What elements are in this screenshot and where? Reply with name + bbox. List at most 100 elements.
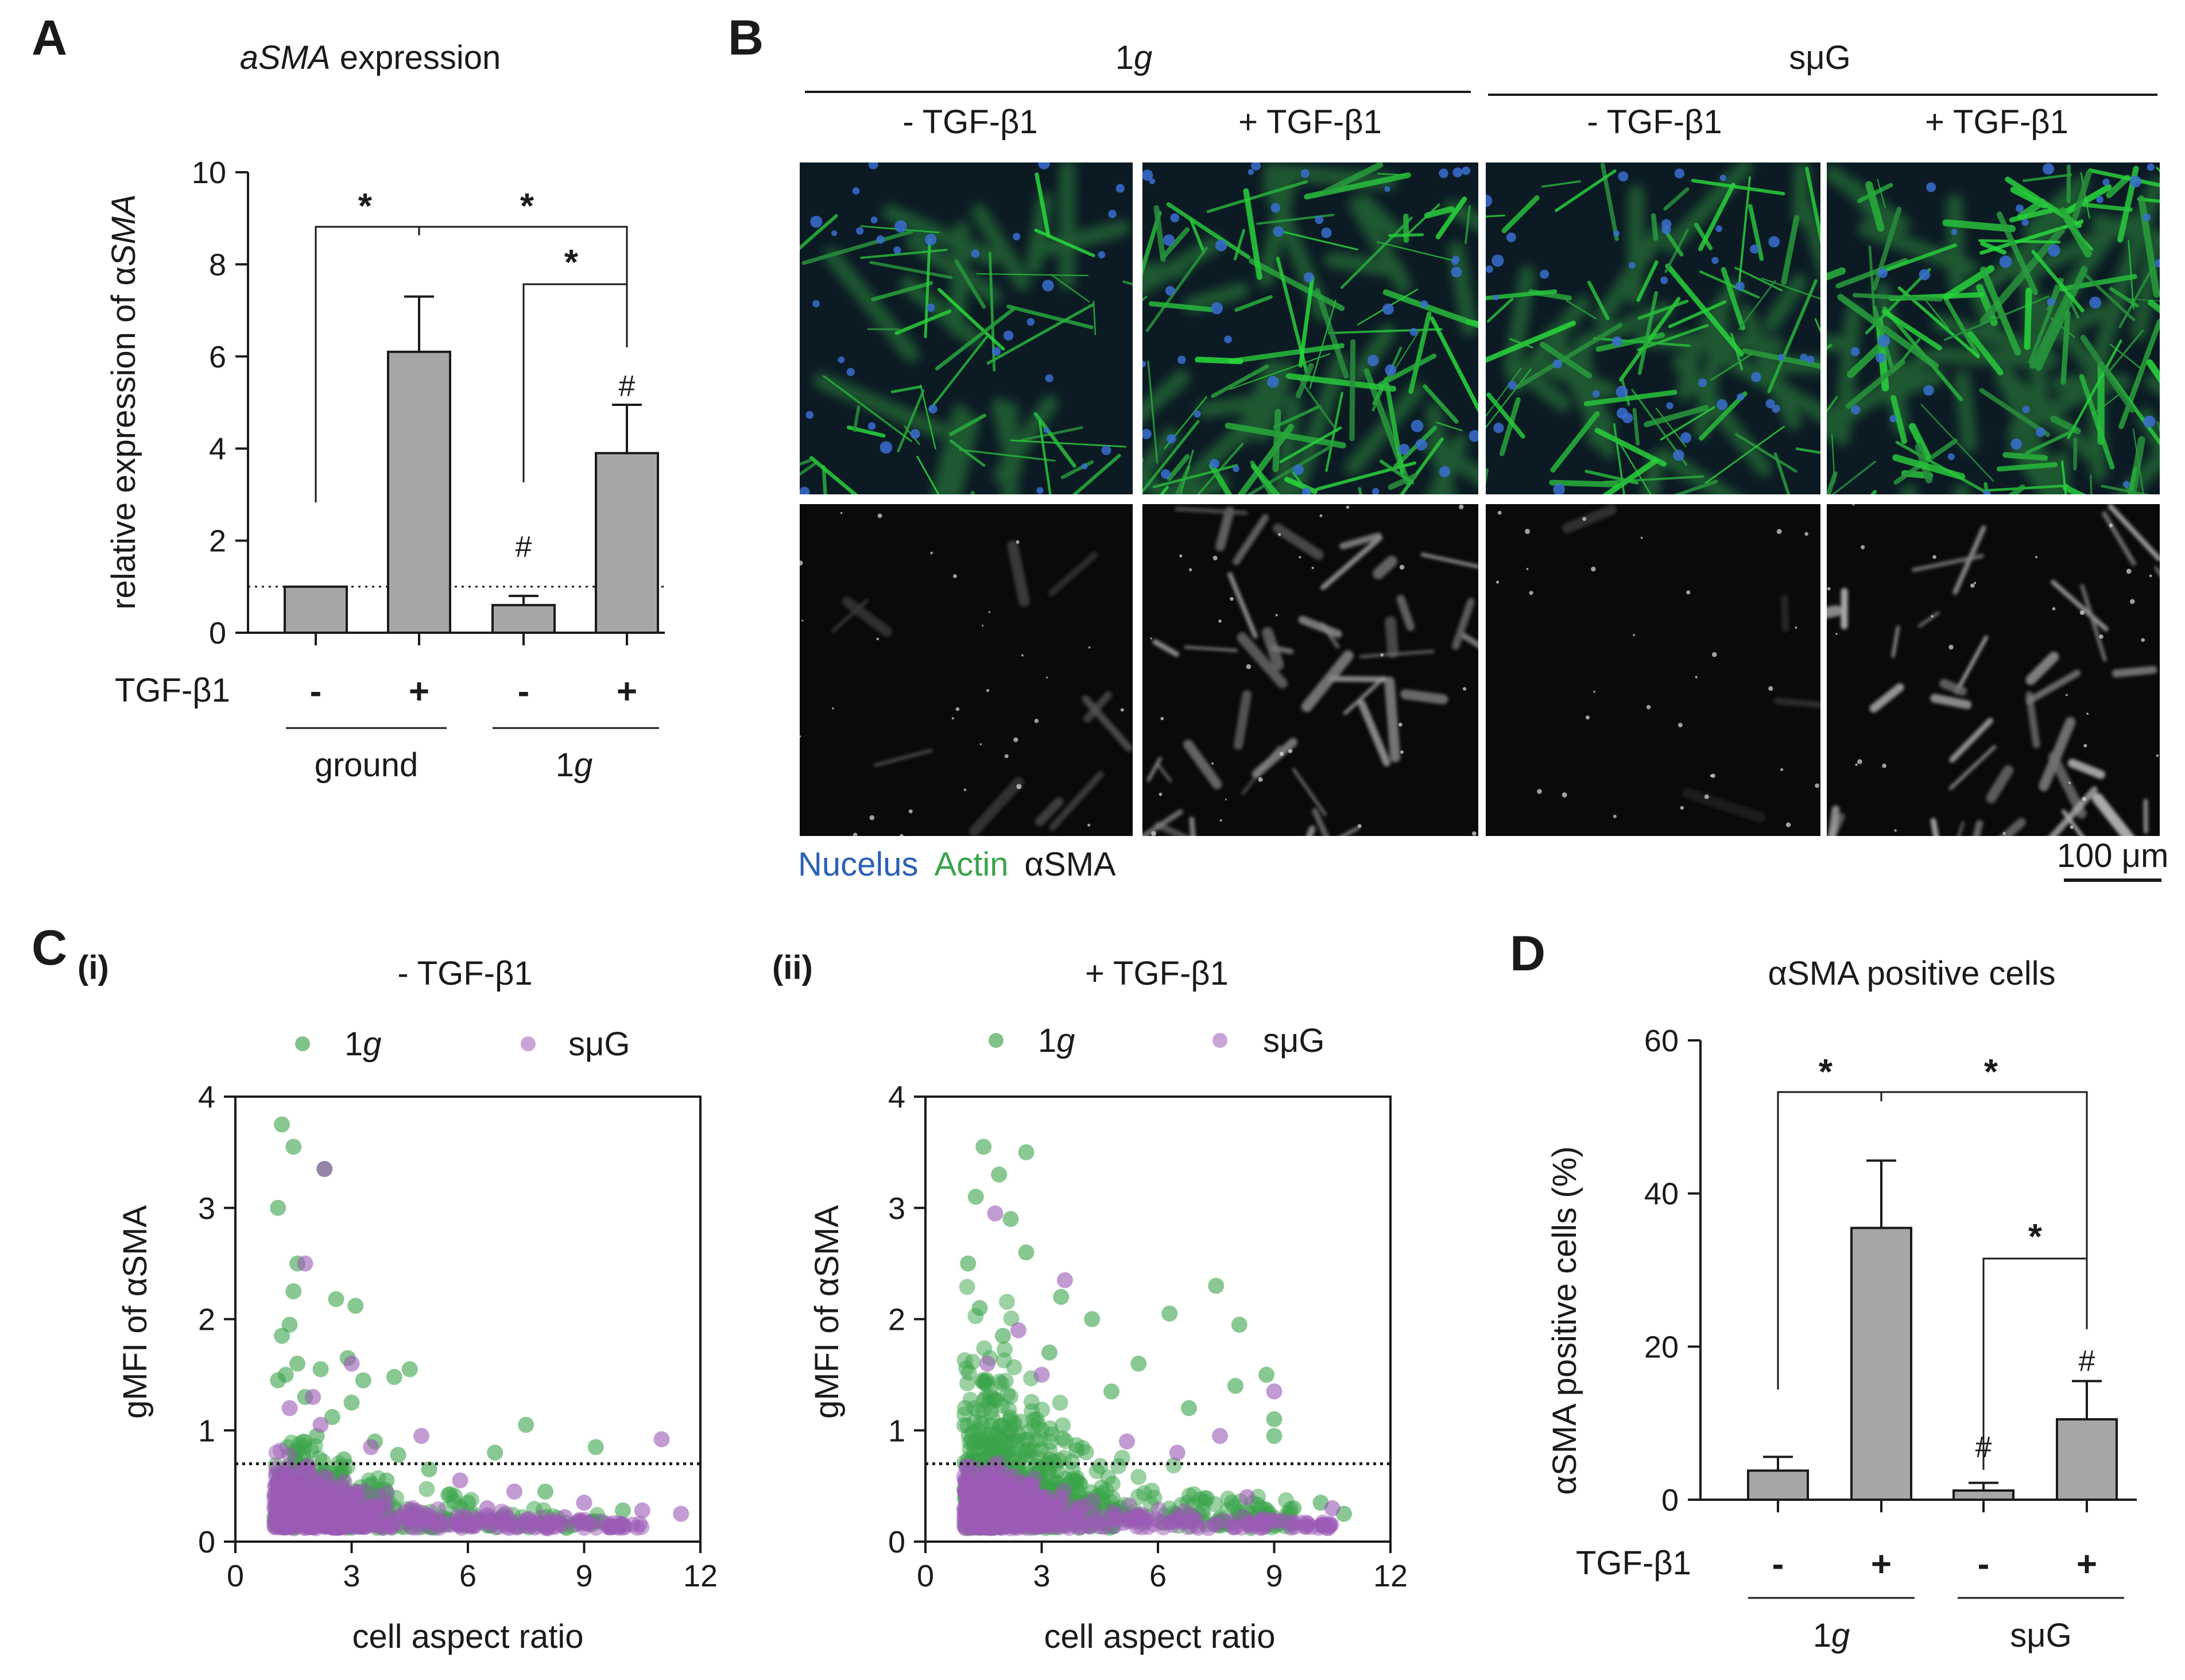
asma-speckle	[1218, 619, 1222, 623]
actin-fibre	[949, 439, 986, 467]
nucleus	[1800, 353, 1808, 362]
asma-fibre	[1305, 825, 1316, 836]
actin-fibre	[2156, 167, 2160, 172]
data-point	[970, 1422, 986, 1439]
actin-fibre	[1699, 391, 1748, 441]
actin-fibre	[1710, 353, 1753, 381]
nucleus	[1142, 169, 1153, 181]
actin-fibre	[2088, 168, 2160, 188]
asma-speckle	[1160, 717, 1164, 721]
actin-fibre	[2002, 452, 2048, 461]
actin-fibre	[1249, 258, 1345, 311]
data-point	[282, 1504, 299, 1520]
nucleus	[1851, 405, 1861, 415]
asma-fibre	[873, 749, 933, 767]
actin-fibre	[1781, 215, 1800, 285]
nucleus	[880, 441, 893, 454]
actin-haze-stroke	[2091, 214, 2160, 249]
actin-haze-stroke	[1059, 162, 1076, 289]
actin-fibre	[1795, 447, 1820, 454]
actin-fibre	[860, 249, 948, 260]
actin-fibre	[1228, 343, 1345, 364]
nucleus	[1618, 171, 1629, 182]
actin-fibre	[924, 238, 931, 339]
actin-fibre	[1541, 180, 1582, 188]
asma-speckle	[1279, 752, 1284, 756]
asma-fibre	[1048, 551, 1098, 597]
actin-fibre	[1737, 176, 1751, 289]
nucleus	[1224, 335, 1232, 344]
data-point	[1073, 1519, 1090, 1535]
asma-fibre	[2080, 583, 2107, 662]
actin-fibre	[1827, 471, 1838, 494]
asma-fibre	[1460, 632, 1478, 649]
asma-speckle	[2082, 796, 2086, 801]
asma-speckle	[1088, 646, 1091, 649]
treatment-sign: +	[2076, 1544, 2097, 1584]
asma-fibre	[1272, 523, 1324, 560]
actin-haze-stroke	[1737, 305, 1802, 430]
actin-fibre	[1167, 454, 1190, 481]
asma-speckle	[1380, 653, 1384, 657]
data-point	[285, 1139, 302, 1155]
panel-b-col-label-1: - TGF-β1	[902, 103, 1037, 141]
data-point	[991, 1430, 1008, 1447]
actin-haze-stroke	[1763, 273, 1808, 332]
asma-speckles	[1496, 510, 1819, 827]
asma-speckle	[1537, 789, 1542, 794]
nucleus	[1398, 443, 1410, 455]
panel-a-treatment-signs: - + - +	[310, 672, 637, 711]
data-point	[382, 1518, 399, 1534]
actin-fibre	[1160, 227, 1190, 260]
nucleus	[1452, 167, 1463, 177]
tile-content	[800, 512, 1133, 836]
y-tick-label: 0	[198, 1525, 215, 1559]
nucleus	[1611, 336, 1622, 347]
actin-haze-stroke	[1181, 474, 1230, 494]
asma-speckle	[1613, 814, 1617, 818]
asma-speckle	[1462, 687, 1467, 691]
data-point	[962, 1434, 978, 1450]
x-tick-label: 12	[1373, 1559, 1408, 1593]
panel-a-group-ground: ground	[315, 746, 419, 784]
data-point	[556, 1509, 573, 1526]
y-tick-label: 20	[1644, 1330, 1679, 1364]
asma-speckle	[840, 512, 843, 514]
panel-c-legend-ii: 1g sμG	[989, 1022, 1325, 1059]
asma-fibre	[1911, 553, 1984, 572]
actin-fibre	[2118, 319, 2160, 429]
asma-speckle	[981, 624, 984, 627]
actin-fibre	[1593, 337, 1691, 347]
actin-haze-stroke	[1448, 241, 1478, 336]
actin-haze-stroke	[823, 247, 920, 362]
asma-speckle	[1640, 536, 1643, 539]
nucleus	[1233, 465, 1239, 473]
actin-fibre	[1908, 423, 1931, 460]
actin-fibre	[1285, 373, 1397, 392]
asma-speckle	[1225, 798, 1227, 801]
significance-bracket	[1880, 1091, 2088, 1329]
actin-fibre	[1400, 437, 1444, 494]
actin-fibre	[1835, 258, 1908, 289]
asma-speckle	[1970, 583, 1975, 588]
nucleus	[1889, 415, 1897, 423]
y-tick-label: 3	[888, 1191, 905, 1226]
actin-fibre	[1673, 479, 1718, 494]
data-point	[1018, 1244, 1035, 1261]
data-points	[956, 1139, 1352, 1536]
actin-fibre	[1233, 229, 1246, 261]
asma-speckle	[1188, 568, 1192, 572]
data-point	[297, 1255, 313, 1272]
panel-b-letter: B	[728, 10, 764, 65]
nucleus	[1451, 258, 1459, 265]
asma-fibre	[1343, 676, 1386, 715]
nucleus	[2089, 296, 2102, 309]
actin-fibre	[1773, 452, 1791, 494]
asma-fibre	[1157, 764, 1172, 783]
nuclei	[800, 162, 1125, 494]
asma-fibre	[1957, 821, 1965, 836]
panel-b-col-label-4: + TGF-β1	[1925, 103, 2068, 141]
actin-fibre	[1767, 279, 1818, 393]
actin-fibre	[2091, 391, 2124, 416]
asma-speckle	[1525, 529, 1531, 535]
